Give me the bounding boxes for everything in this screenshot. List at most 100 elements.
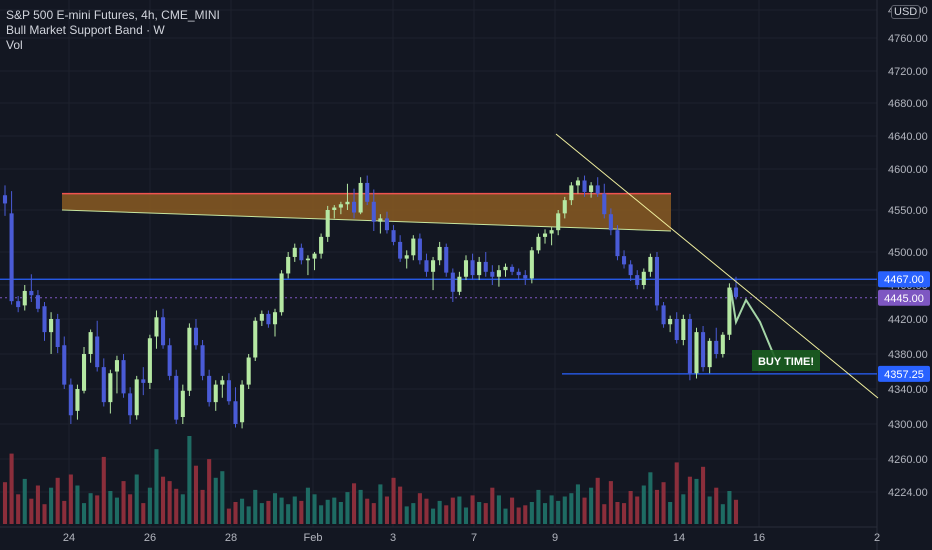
volume-bar bbox=[562, 496, 567, 524]
volume-bar bbox=[88, 493, 93, 524]
volume-bar bbox=[707, 496, 712, 524]
volume-bar bbox=[444, 505, 449, 524]
volume-bar bbox=[654, 489, 660, 524]
candle-body bbox=[654, 256, 660, 306]
candle-body bbox=[628, 264, 633, 276]
candle-body bbox=[305, 258, 310, 261]
price-badge[interactable] bbox=[878, 365, 930, 382]
volume-bar bbox=[510, 497, 515, 524]
volume-bar bbox=[529, 502, 534, 524]
price-tick-label: 4680.00 bbox=[888, 98, 928, 110]
time-tick-label: 2 bbox=[874, 532, 880, 544]
volume-bar bbox=[431, 508, 436, 524]
price-badge[interactable] bbox=[878, 289, 930, 306]
candle-body bbox=[272, 312, 278, 325]
candlesticks bbox=[2, 175, 739, 429]
volume-bar bbox=[29, 498, 34, 524]
candle-body bbox=[549, 230, 554, 234]
volume-bar bbox=[628, 491, 633, 524]
candle-body bbox=[233, 401, 238, 424]
price-badge[interactable] bbox=[878, 271, 930, 288]
volume-bar bbox=[292, 496, 297, 524]
candle-body bbox=[635, 275, 640, 285]
candle-body bbox=[384, 218, 390, 231]
volume-bar bbox=[694, 478, 699, 524]
candle-body bbox=[707, 340, 712, 368]
annotation-box[interactable] bbox=[752, 350, 820, 371]
candle-body bbox=[114, 360, 119, 372]
candle-body bbox=[404, 255, 409, 259]
time-tick-label: 9 bbox=[552, 532, 558, 544]
candle-body bbox=[147, 338, 152, 383]
volume-bar bbox=[470, 495, 475, 524]
price-tick-label: 4380.00 bbox=[888, 349, 928, 361]
volume-bar bbox=[75, 485, 80, 524]
volume-bar bbox=[668, 502, 673, 524]
volume-bar bbox=[226, 508, 231, 524]
candle-body bbox=[312, 253, 317, 259]
volume-bar bbox=[483, 503, 488, 524]
volume-bar bbox=[147, 487, 152, 524]
candle-body bbox=[431, 260, 436, 272]
volume-bar bbox=[345, 492, 350, 524]
time-tick-label: 24 bbox=[63, 532, 75, 544]
candle-body bbox=[213, 384, 218, 403]
candle-body bbox=[457, 276, 462, 292]
candle-body bbox=[292, 247, 297, 257]
volume-bar bbox=[404, 506, 409, 524]
volume-bar bbox=[299, 500, 304, 524]
volume-bar bbox=[549, 495, 554, 524]
candle-body bbox=[371, 201, 376, 222]
volume-bar bbox=[674, 462, 679, 524]
volume-bar bbox=[108, 491, 113, 524]
projection-path[interactable] bbox=[730, 289, 776, 359]
candle-body bbox=[75, 389, 80, 411]
volume-bar bbox=[95, 495, 100, 524]
candle-body bbox=[417, 238, 422, 261]
candle-body bbox=[450, 272, 455, 292]
candle-body bbox=[720, 334, 725, 354]
volume-title[interactable]: Vol bbox=[6, 38, 23, 52]
volume-bar bbox=[450, 497, 455, 524]
candle-body bbox=[542, 233, 548, 237]
candle-body bbox=[81, 354, 87, 391]
indicator-title[interactable]: Bull Market Support Band · W bbox=[6, 23, 165, 37]
trend-line[interactable] bbox=[555, 133, 879, 399]
volume-bar bbox=[332, 497, 337, 524]
candle-body bbox=[253, 320, 258, 358]
currency-button[interactable]: USD bbox=[891, 5, 921, 19]
candle-body bbox=[141, 379, 146, 383]
volume-bar bbox=[556, 500, 561, 524]
candle-body bbox=[299, 247, 304, 261]
volume-bar bbox=[200, 489, 205, 524]
volume-bar bbox=[121, 481, 126, 524]
chart-grid bbox=[0, 0, 878, 550]
price-axis: 4800.004760.004720.004680.004640.004600.… bbox=[888, 5, 928, 499]
candle-body bbox=[477, 261, 482, 276]
symbol-title[interactable]: S&P 500 E-mini Futures, 4h, CME_MINI bbox=[6, 8, 220, 22]
price-badge-label: 4467.00 bbox=[884, 274, 924, 286]
volume-bar bbox=[391, 477, 396, 524]
candle-body bbox=[608, 214, 613, 231]
candle-body bbox=[121, 360, 126, 394]
volume-bar bbox=[193, 465, 199, 524]
candle-body bbox=[510, 266, 515, 272]
candle-body bbox=[332, 207, 337, 210]
volume-bar bbox=[687, 476, 692, 524]
candle-body bbox=[681, 319, 686, 340]
volume-bar bbox=[266, 500, 271, 524]
candle-body bbox=[615, 230, 620, 257]
volume-bar bbox=[42, 504, 47, 524]
candle-body bbox=[674, 319, 679, 340]
volume-bar bbox=[463, 507, 469, 524]
volume-bar bbox=[305, 487, 310, 524]
candle-body bbox=[358, 182, 363, 213]
candle-body bbox=[167, 345, 172, 376]
candle-body bbox=[154, 317, 159, 337]
price-tick-label: 4760.00 bbox=[888, 33, 928, 45]
volume-bar bbox=[358, 489, 363, 524]
volume-bar bbox=[622, 503, 627, 524]
volume-bar bbox=[141, 503, 146, 524]
volume-bar bbox=[615, 502, 620, 524]
